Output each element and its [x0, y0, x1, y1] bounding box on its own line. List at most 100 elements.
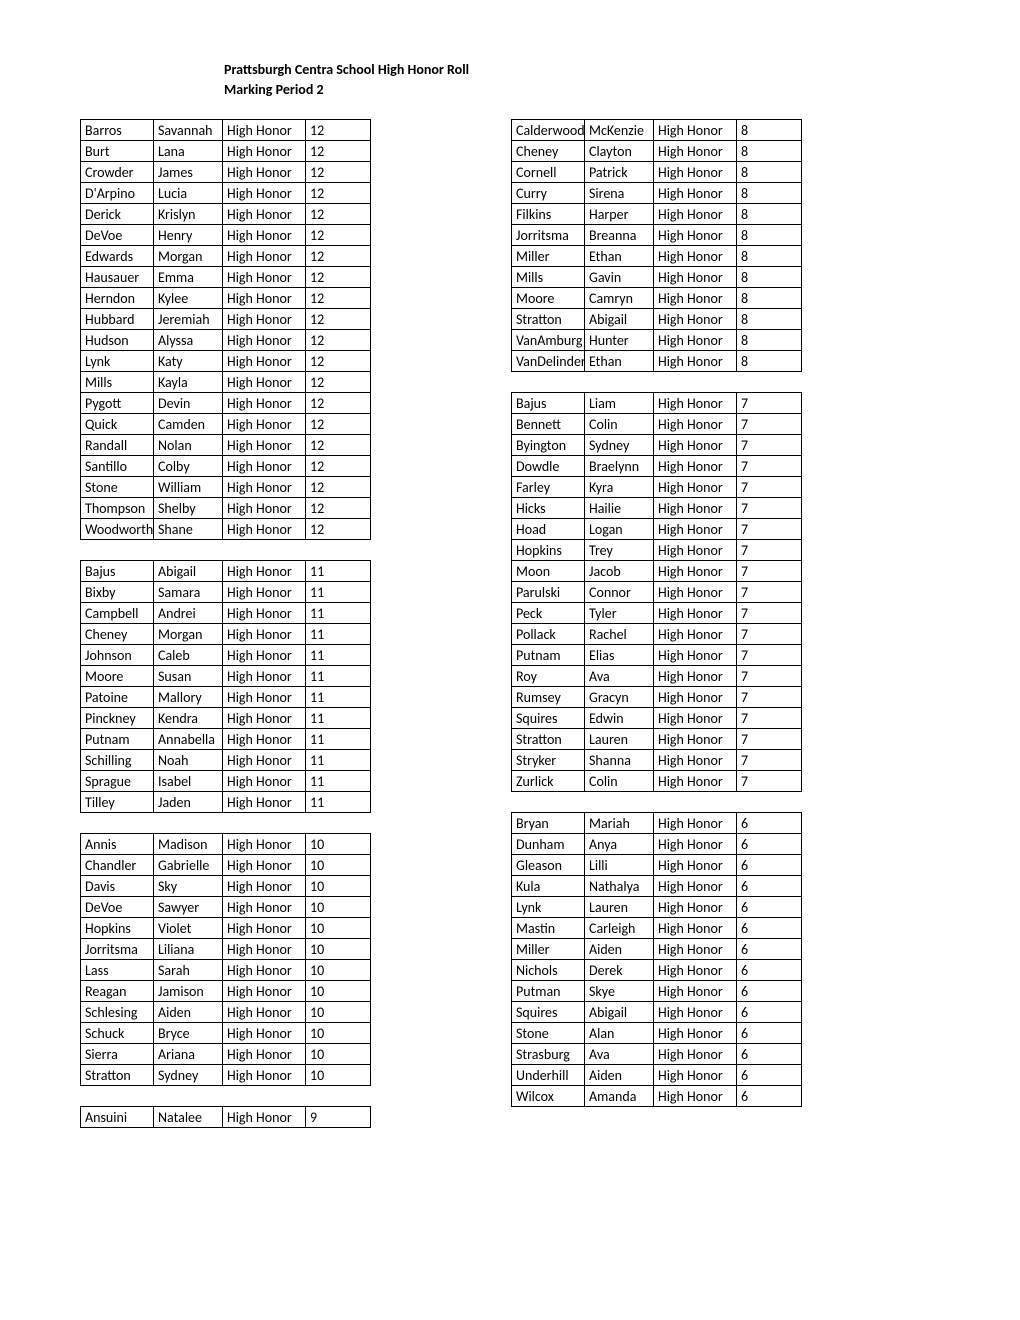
table-row: SchlesingAidenHigh Honor10: [81, 1002, 371, 1023]
honor-cell: High Honor: [223, 708, 306, 729]
honor-cell: High Honor: [223, 1044, 306, 1065]
first-name-cell: Andrei: [154, 603, 223, 624]
grade-cell: 12: [306, 498, 371, 519]
grade-cell: 12: [306, 120, 371, 141]
table-row: PatoineMalloryHigh Honor11: [81, 687, 371, 708]
last-name-cell: Putnam: [512, 645, 585, 666]
honor-cell: High Honor: [223, 456, 306, 477]
grade-cell: 11: [306, 561, 371, 582]
title-line-2: Marking Period 2: [224, 80, 940, 100]
first-name-cell: Braelynn: [585, 456, 654, 477]
last-name-cell: Peck: [512, 603, 585, 624]
honor-cell: High Honor: [654, 456, 737, 477]
last-name-cell: Hoad: [512, 519, 585, 540]
table-row: WilcoxAmandaHigh Honor6: [512, 1086, 802, 1107]
honor-cell: High Honor: [654, 834, 737, 855]
table-row: PygottDevinHigh Honor12: [81, 393, 371, 414]
grade-cell: 12: [306, 519, 371, 540]
last-name-cell: Hopkins: [81, 918, 154, 939]
last-name-cell: Putnam: [81, 729, 154, 750]
table-row: DeVoeSawyerHigh Honor10: [81, 897, 371, 918]
honor-cell: High Honor: [654, 435, 737, 456]
grade-cell: 6: [737, 981, 802, 1002]
last-name-cell: Mills: [512, 267, 585, 288]
honor-cell: High Honor: [654, 624, 737, 645]
last-name-cell: Edwards: [81, 246, 154, 267]
honor-cell: High Honor: [223, 351, 306, 372]
grade-cell: 6: [737, 855, 802, 876]
first-name-cell: Clayton: [585, 141, 654, 162]
honor-cell: High Honor: [223, 603, 306, 624]
honor-cell: High Honor: [223, 960, 306, 981]
honor-roll-table: BryanMariahHigh Honor6DunhamAnyaHigh Hon…: [511, 812, 802, 1107]
table-row: D'ArpinoLuciaHigh Honor12: [81, 183, 371, 204]
table-row: LynkLaurenHigh Honor6: [512, 897, 802, 918]
grade-cell: 7: [737, 435, 802, 456]
table-row: QuickCamdenHigh Honor12: [81, 414, 371, 435]
grade-cell: 12: [306, 267, 371, 288]
table-row: StoneWilliamHigh Honor12: [81, 477, 371, 498]
honor-cell: High Honor: [223, 414, 306, 435]
table-row: CalderwoodMcKenzieHigh Honor8: [512, 120, 802, 141]
table-row: AnnisMadisonHigh Honor10: [81, 834, 371, 855]
table-row: SquiresAbigailHigh Honor6: [512, 1002, 802, 1023]
first-name-cell: Krislyn: [154, 204, 223, 225]
last-name-cell: Quick: [81, 414, 154, 435]
table-row: MillsGavinHigh Honor8: [512, 267, 802, 288]
table-row: JorritsmaBreannaHigh Honor8: [512, 225, 802, 246]
grade-cell: 10: [306, 981, 371, 1002]
honor-cell: High Honor: [223, 162, 306, 183]
first-name-cell: Isabel: [154, 771, 223, 792]
honor-cell: High Honor: [223, 750, 306, 771]
grade-cell: 12: [306, 414, 371, 435]
table-row: StrasburgAvaHigh Honor6: [512, 1044, 802, 1065]
honor-cell: High Honor: [654, 687, 737, 708]
honor-cell: High Honor: [654, 330, 737, 351]
last-name-cell: Stratton: [512, 729, 585, 750]
first-name-cell: Hailie: [585, 498, 654, 519]
last-name-cell: Moore: [81, 666, 154, 687]
table-row: BarrosSavannahHigh Honor12: [81, 120, 371, 141]
table-row: KulaNathalyaHigh Honor6: [512, 876, 802, 897]
honor-cell: High Honor: [654, 897, 737, 918]
grade-cell: 7: [737, 561, 802, 582]
first-name-cell: Kyra: [585, 477, 654, 498]
last-name-cell: Dunham: [512, 834, 585, 855]
first-name-cell: Sarah: [154, 960, 223, 981]
honor-cell: High Honor: [654, 939, 737, 960]
honor-cell: High Honor: [654, 603, 737, 624]
table-row: MastinCarleighHigh Honor6: [512, 918, 802, 939]
first-name-cell: Tyler: [585, 603, 654, 624]
last-name-cell: Thompson: [81, 498, 154, 519]
table-row: MillsKaylaHigh Honor12: [81, 372, 371, 393]
first-name-cell: Logan: [585, 519, 654, 540]
grade-cell: 8: [737, 351, 802, 372]
last-name-cell: Stryker: [512, 750, 585, 771]
table-row: BurtLanaHigh Honor12: [81, 141, 371, 162]
grade-cell: 10: [306, 1044, 371, 1065]
grade-cell: 10: [306, 960, 371, 981]
last-name-cell: Farley: [512, 477, 585, 498]
honor-roll-table: BajusAbigailHigh Honor11BixbySamaraHigh …: [80, 560, 371, 813]
honor-cell: High Honor: [223, 666, 306, 687]
first-name-cell: Aiden: [154, 1002, 223, 1023]
honor-cell: High Honor: [654, 225, 737, 246]
last-name-cell: Jorritsma: [81, 939, 154, 960]
grade-cell: 7: [737, 708, 802, 729]
grade-cell: 8: [737, 204, 802, 225]
first-name-cell: Sydney: [154, 1065, 223, 1086]
grade-cell: 8: [737, 141, 802, 162]
last-name-cell: Schlesing: [81, 1002, 154, 1023]
first-name-cell: Samara: [154, 582, 223, 603]
honor-cell: High Honor: [223, 939, 306, 960]
first-name-cell: Liam: [585, 393, 654, 414]
honor-cell: High Honor: [223, 120, 306, 141]
table-row: HicksHailieHigh Honor7: [512, 498, 802, 519]
honor-cell: High Honor: [654, 981, 737, 1002]
first-name-cell: Ariana: [154, 1044, 223, 1065]
table-row: HubbardJeremiahHigh Honor12: [81, 309, 371, 330]
first-name-cell: Colby: [154, 456, 223, 477]
honor-cell: High Honor: [654, 1044, 737, 1065]
last-name-cell: Miller: [512, 246, 585, 267]
first-name-cell: Kylee: [154, 288, 223, 309]
